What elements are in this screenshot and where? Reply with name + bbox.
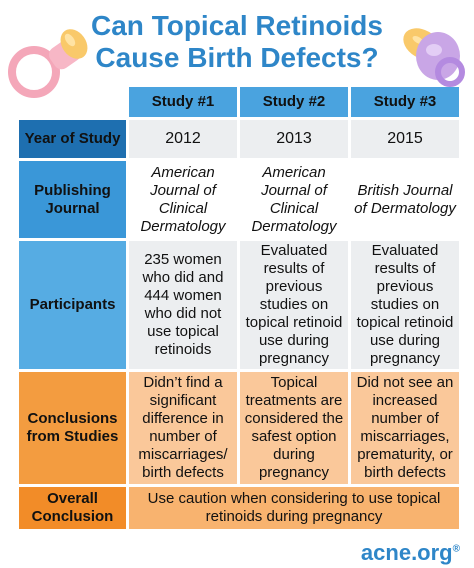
table-cell: Topical treatments are considered the sa… xyxy=(240,372,348,484)
row-header-year: Year of Study xyxy=(19,120,126,158)
title-line-2: Cause Birth Defects? xyxy=(95,42,379,73)
row-header-overall: Overall Conclusion xyxy=(19,487,126,529)
header-row: Study #1 Study #2 Study #3 xyxy=(19,87,459,117)
pink-pacifier-icon xyxy=(8,29,88,98)
table-cell: 2013 xyxy=(240,120,348,158)
table-cell: Didn’t find a significant difference in … xyxy=(129,372,237,484)
purple-pacifier-icon xyxy=(403,28,465,87)
table-row: Conclusions from Studies Didn’t find a s… xyxy=(19,372,459,484)
table-row: Year of Study 2012 2013 2015 xyxy=(19,120,459,158)
table-cell: American Journal of Clinical Dermatology xyxy=(240,161,348,238)
table-cell: Evaluated results of previous studies on… xyxy=(240,241,348,369)
table-row: Participants 235 women who did and 444 w… xyxy=(19,241,459,369)
table-cell: Did not see an increased number of misca… xyxy=(351,372,459,484)
row-header-journal: Publishing Journal xyxy=(19,161,126,238)
table-cell: 2015 xyxy=(351,120,459,158)
column-header-study-3: Study #3 xyxy=(351,87,459,117)
table-row: Publishing Journal American Journal of C… xyxy=(19,161,459,238)
row-header-conclusions: Conclusions from Studies xyxy=(19,372,126,484)
table-row: Overall Conclusion Use caution when cons… xyxy=(19,487,459,529)
table-cell: American Journal of Clinical Dermatology xyxy=(129,161,237,238)
row-header-participants: Participants xyxy=(19,241,126,369)
acne-org-logo: acne.org® xyxy=(361,540,460,566)
column-header-study-2: Study #2 xyxy=(240,87,348,117)
logo-text: acne.org xyxy=(360,540,453,565)
page-title: Can Topical Retinoids Cause Birth Defect… xyxy=(0,10,474,74)
column-header-study-1: Study #1 xyxy=(129,87,237,117)
corner-cell xyxy=(19,87,126,117)
title-line-1: Can Topical Retinoids xyxy=(91,10,383,41)
overall-conclusion-cell: Use caution when considering to use topi… xyxy=(129,487,459,529)
table-cell: British Journal of Dermatology xyxy=(351,161,459,238)
table-cell: 235 women who did and 444 women who did … xyxy=(129,241,237,369)
table-cell: 2012 xyxy=(129,120,237,158)
comparison-table: Study #1 Study #2 Study #3 Year of Study… xyxy=(16,84,462,532)
table-cell: Evaluated results of previous studies on… xyxy=(351,241,459,369)
registered-mark: ® xyxy=(452,543,460,555)
